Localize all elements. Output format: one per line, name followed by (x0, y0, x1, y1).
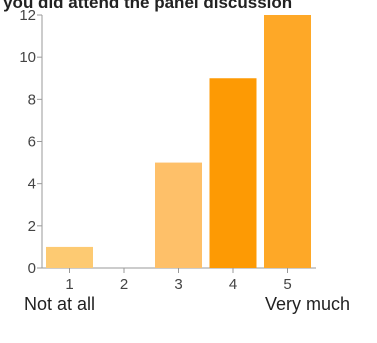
y-tick-label: 0 (28, 260, 36, 277)
bars (46, 15, 311, 268)
y-tick-label: 8 (28, 91, 36, 108)
x-tick-label: 3 (174, 276, 182, 293)
x-tick-label: 4 (229, 276, 237, 293)
x-tick-label: 5 (283, 276, 291, 293)
x-tick-label: 2 (120, 276, 128, 293)
y-tick-label: 12 (19, 7, 36, 24)
y-tick-labels: 0 2 4 6 8 10 12 (19, 7, 36, 277)
bar-5 (264, 15, 311, 268)
x-tick-label: 1 (65, 276, 73, 293)
x-tick-labels: 1 2 3 4 5 (65, 276, 291, 293)
bar-3 (155, 162, 202, 268)
y-tick-label: 6 (28, 134, 36, 151)
y-tick-label: 2 (28, 218, 36, 235)
scale-high-caption: Very much (265, 294, 351, 314)
scale-low-caption: Not at all (24, 294, 96, 314)
y-tick-label: 10 (19, 49, 36, 66)
bar-4 (209, 78, 257, 268)
y-tick-label: 4 (28, 176, 36, 193)
bar-1 (46, 246, 93, 268)
chart-title: If you did attend the panel discussion (0, 0, 292, 12)
